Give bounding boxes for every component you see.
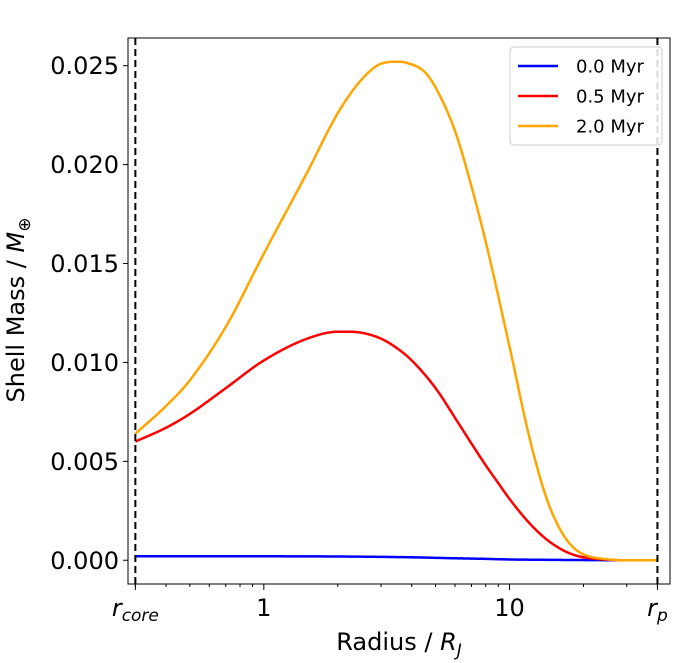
x-tick-label-2: 10	[494, 594, 525, 622]
legend-label-2: 2.0 Myr	[576, 117, 645, 138]
legend-box	[509, 46, 663, 146]
series-curves	[134, 60, 658, 562]
x-tick-label-3: rp	[647, 594, 668, 626]
y-tick-label-0: 0.000	[50, 547, 119, 575]
legend-label-0: 0.0 Myr	[576, 57, 645, 78]
series-line-1	[134, 330, 658, 562]
y-axis-title: Shell Mass / M⊕	[2, 218, 35, 403]
y-axis-ticks: 0.000 0.005 0.010 0.015 0.020 0.025	[50, 52, 128, 575]
y-tick-label-4: 0.020	[50, 151, 119, 179]
plot-frame	[127, 37, 671, 585]
x-axis-title: Radius / RJ	[336, 628, 462, 661]
series-line-2	[134, 60, 658, 562]
y-tick-label-3: 0.015	[50, 250, 119, 278]
x-tick-label-0: rcore	[112, 594, 159, 626]
y-tick-label-2: 0.010	[50, 349, 119, 377]
y-tick-label-1: 0.005	[50, 448, 119, 476]
x-tick-label-1: 1	[256, 594, 271, 622]
legend: 0.0 Myr 0.5 Myr 2.0 Myr	[509, 46, 663, 146]
y-tick-label-5: 0.025	[50, 52, 119, 80]
series-line-0	[135, 555, 658, 562]
x-axis-ticks: rcore 1 10 rp	[112, 584, 668, 626]
legend-label-1: 0.5 Myr	[576, 87, 645, 108]
